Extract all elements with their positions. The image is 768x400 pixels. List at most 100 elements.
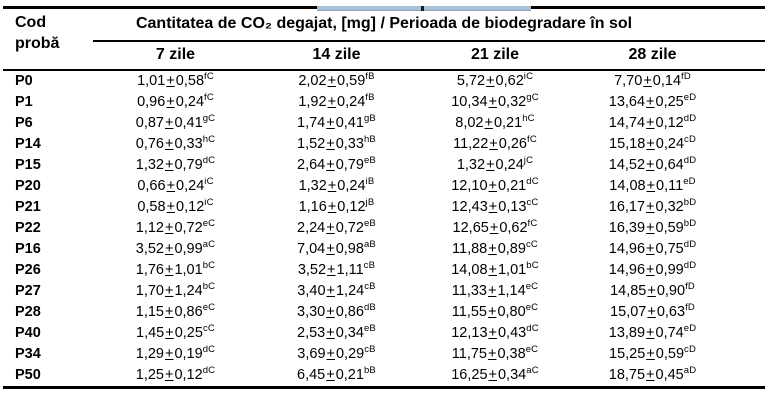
value-main: 11,88	[452, 240, 488, 257]
header-row-span: Cod probă Cantitatea de CO₂ degajat, [mg…	[3, 7, 766, 71]
value-main: 8,02	[455, 114, 484, 131]
value-main: 6,45	[297, 366, 326, 383]
value-cell: 14,52+0,64dD	[575, 155, 765, 176]
table-row: P40 1,45+0,25cC 2,53+0,34eB 12,13+0,43dC 13,…	[3, 323, 765, 344]
value-main: 1,45	[136, 324, 165, 341]
value-main: 3,30	[297, 303, 326, 320]
value-error: 0,41	[335, 114, 364, 131]
value-error: 0,90	[656, 282, 686, 299]
plus-minus-sign: +	[326, 114, 335, 131]
value-cell: 3,30+0,86dB	[258, 302, 415, 323]
value-main: 14,96	[608, 240, 646, 257]
plus-minus-sign: +	[646, 114, 655, 131]
value-main: 12,13	[451, 324, 488, 341]
stat-letters: fD	[681, 70, 691, 82]
plus-minus-sign: +	[327, 72, 337, 89]
plus-minus-sign: +	[646, 219, 655, 236]
value-cell: 12,65+0,62fC	[415, 218, 575, 239]
value-error: 0,13	[498, 198, 527, 215]
value-cell: 2,53+0,34eB	[258, 323, 415, 344]
col-header-28-zile: 28 zile	[575, 40, 766, 71]
cursor-tick-artifact	[421, 6, 424, 11]
value-error: 0,62	[495, 72, 524, 89]
value-main: 1,16	[298, 198, 327, 215]
plus-minus-sign: +	[487, 345, 497, 362]
plus-minus-sign: +	[647, 303, 656, 320]
plus-minus-sign: +	[164, 345, 174, 362]
plus-minus-sign: +	[489, 219, 499, 236]
plus-minus-sign: +	[646, 345, 655, 362]
value-cell: 13,64+0,25eD	[575, 92, 765, 113]
value-cell: 3,52+1,11cB	[258, 260, 415, 281]
value-cell: 8,02+0,21hC	[415, 113, 575, 134]
table-row: P16 3,52+0,99aC 7,04+0,98aB 11,88+0,89cC 14,…	[3, 239, 765, 260]
value-cell: 14,08+1,01bC	[415, 260, 575, 281]
value-cell: 1,29+0,19dC	[93, 344, 258, 365]
value-error: 0,21	[493, 114, 523, 131]
stat-letters: aB	[363, 238, 376, 250]
plus-minus-sign: +	[326, 135, 335, 152]
value-error: 1,24	[174, 282, 203, 299]
value-error: 0,12	[655, 114, 684, 131]
table-row: P20 0,66+0,24iC 1,32+0,24iB 12,10+0,21dC 14,…	[3, 176, 765, 197]
value-cell: 0,87+0,41gC	[93, 113, 258, 134]
value-main: 12,10	[451, 177, 488, 194]
value-main: 1,29	[135, 345, 164, 362]
stat-letters: dD	[683, 154, 697, 166]
plus-minus-sign: +	[166, 93, 175, 110]
value-error: 0,59	[655, 219, 684, 236]
plus-minus-sign: +	[484, 114, 493, 131]
value-error: 0,74	[655, 324, 684, 341]
value-main: 14,74	[608, 114, 646, 131]
value-error: 0,24	[337, 177, 366, 194]
stat-letters: eB	[363, 154, 376, 166]
value-cell: 1,45+0,25cC	[93, 323, 258, 344]
plus-minus-sign: +	[164, 261, 174, 278]
stat-letters: fB	[365, 70, 375, 82]
value-main: 1,32	[135, 156, 164, 173]
value-main: 15,18	[609, 135, 646, 152]
plus-minus-sign: +	[164, 366, 174, 383]
stat-letters: fB	[365, 91, 375, 103]
stat-letters: dD	[683, 112, 697, 124]
value-main: 15,07	[610, 303, 647, 320]
table-row: P6 0,87+0,41gC 1,74+0,41gB 8,02+0,21hC 14,74…	[3, 113, 765, 134]
value-main: 16,17	[608, 198, 646, 215]
plus-minus-sign: +	[164, 114, 174, 131]
plus-minus-sign: +	[486, 156, 495, 173]
value-error: 0,64	[655, 156, 684, 173]
plus-minus-sign: +	[647, 282, 656, 299]
stat-letters: cB	[363, 259, 376, 271]
table-row: P15 1,32+0,79dC 2,64+0,79eB 1,32+0,24jC 14,5…	[3, 155, 765, 176]
value-cell: 1,32+0,24iB	[258, 176, 415, 197]
plus-minus-sign: +	[166, 198, 176, 215]
stat-letters: cD	[684, 133, 697, 145]
value-error: 0,24	[176, 177, 205, 194]
stat-letters: dC	[526, 322, 539, 334]
stat-letters: dD	[683, 238, 697, 250]
value-cell: 15,07+0,63fD	[575, 302, 765, 323]
value-cell: 14,96+0,99dD	[575, 260, 765, 281]
stat-letters: jB	[365, 196, 375, 208]
plus-minus-sign: +	[164, 156, 174, 173]
header-row-periods: 7 zile 14 zile 21 zile 28 zile	[3, 40, 766, 71]
value-cell: 14,85+0,90fD	[575, 281, 765, 302]
sample-code: P15	[15, 156, 41, 173]
value-cell: 13,89+0,74eD	[575, 323, 765, 344]
stat-letters: iB	[365, 175, 375, 187]
plus-minus-sign: +	[326, 156, 335, 173]
plus-minus-sign: +	[646, 240, 655, 257]
value-cell: 12,43+0,13cC	[415, 197, 575, 218]
plus-minus-sign: +	[327, 198, 337, 215]
plus-minus-sign: +	[646, 156, 655, 173]
plus-minus-sign: +	[326, 219, 335, 236]
value-error: 0,80	[497, 303, 526, 320]
table-row: P21 0,58+0,12iC 1,16+0,12jB 12,43+0,13cC 16,…	[3, 197, 765, 218]
value-error: 0,79	[335, 156, 364, 173]
col-header-quantity-period: Cantitatea de CO₂ degajat, [mg] / Perioa…	[93, 7, 766, 42]
value-main: 14,08	[451, 261, 488, 278]
value-cell: 14,74+0,12dD	[575, 113, 765, 134]
plus-minus-sign: +	[327, 177, 337, 194]
value-error: 0,43	[497, 324, 527, 341]
value-main: 1,52	[297, 135, 326, 152]
